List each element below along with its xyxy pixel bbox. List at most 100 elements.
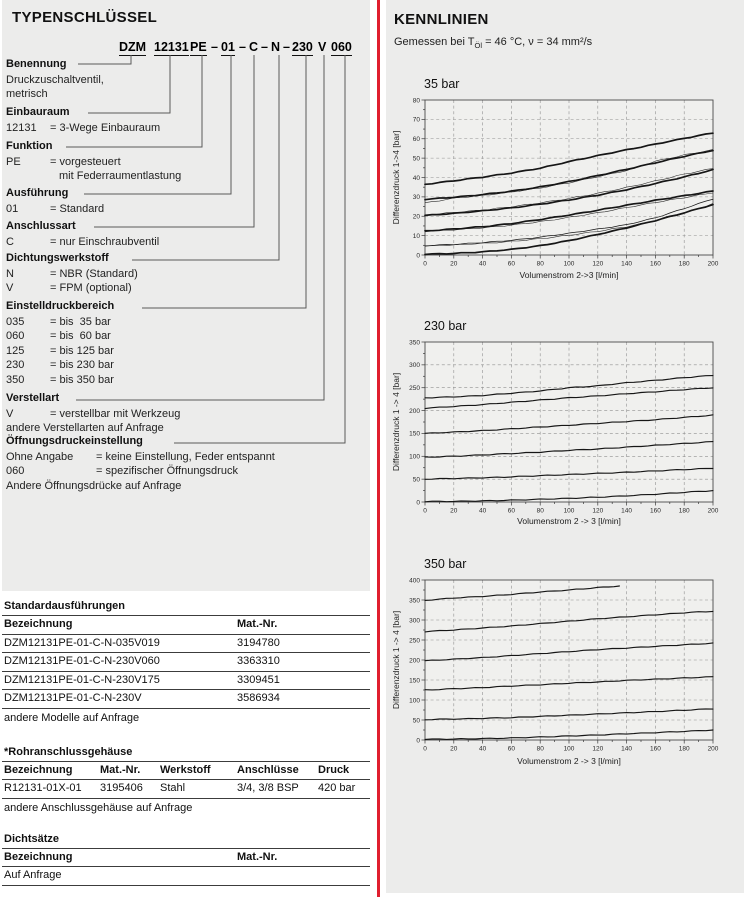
x-tick-label: 140	[621, 746, 632, 753]
section-line-key: V	[6, 407, 14, 420]
x-axis-label: Volumenstrom 2 -> 3 [l/min]	[517, 516, 621, 526]
type-code-token: 230	[292, 40, 313, 56]
y-tick-label: 150	[409, 431, 420, 438]
type-code-token: –	[283, 40, 290, 54]
curve-einstellung-5	[424, 387, 714, 410]
y-axis-label: Differenzdruck 1 -> 4 [bar]	[391, 611, 401, 709]
x-tick-label: 100	[564, 746, 575, 753]
x-tick-label: 80	[537, 746, 545, 753]
y-tick-label: 70	[413, 117, 421, 124]
x-axis-label: Volumenstrom 2 -> 3 [l/min]	[517, 756, 621, 766]
table-row: Auf Anfrage	[2, 867, 370, 885]
section-line-value: Andere Öffnungsdrücke auf Anfrage	[6, 479, 182, 492]
chart-35-bar: 0 20 40 60 80 100 120 140 160 180 200 0 10 20 30 40 50 60…	[391, 77, 719, 280]
curve-einstellung-1	[424, 490, 714, 503]
section-line: V = verstellbar mit Werkzeug	[6, 407, 368, 422]
x-axis-label: Volumenstrom 2->3 [l/min]	[520, 270, 619, 280]
section-line-value: Druckzuschaltventil,	[6, 73, 104, 86]
table-rule	[2, 797, 370, 799]
table-cell: R12131-01X-01	[4, 782, 82, 794]
x-tick-label: 0	[423, 746, 427, 753]
type-code-token: C	[249, 40, 259, 54]
type-code-token: –	[261, 40, 268, 54]
curve-einstellung-6	[424, 132, 714, 186]
table-cell: Auf Anfrage	[4, 869, 62, 881]
x-tick-label: 40	[479, 508, 487, 515]
curve-einstellung-3	[424, 190, 714, 232]
x-tick-label: 0	[423, 261, 427, 268]
type-code-section: Einbauraum 12131 = 3-Wege Einbauraum	[6, 105, 368, 135]
table-rule	[2, 884, 370, 886]
table-header-cell: Mat.-Nr.	[237, 618, 278, 630]
table-rule	[2, 670, 370, 672]
type-code-token: N	[271, 40, 281, 54]
section-line-key: 060	[6, 330, 25, 342]
table-header-cell: Anschlüsse	[237, 763, 299, 776]
section-line: Andere Öffnungsdrücke auf Anfrage	[6, 479, 368, 494]
section-line: 12131 = 3-Wege Einbauraum	[6, 121, 368, 136]
curve-einstellung-6	[424, 585, 620, 601]
section-title: Verstellart	[6, 392, 60, 404]
x-tick-label: 0	[423, 508, 427, 515]
y-axis-label: Differenzdruck 1->4 [bar]	[391, 131, 401, 225]
section-line: N = NBR (Standard)	[6, 267, 368, 282]
curve-return-einstellung-3	[424, 192, 714, 233]
x-tick-label: 40	[479, 746, 487, 753]
section-line: 01 = Standard	[6, 202, 368, 217]
kennlinien-heading: KENNLINIEN	[394, 11, 489, 28]
type-code-token: PE	[190, 40, 207, 56]
section-line-key: N	[6, 267, 14, 280]
table-cell: 420 bar	[318, 782, 356, 794]
curve-einstellung-4	[424, 642, 714, 662]
x-tick-label: 100	[564, 508, 575, 515]
table-title: *Rohranschlussgehäuse	[4, 745, 133, 758]
x-tick-label: 60	[508, 508, 516, 515]
section-line-value: = bis 125 bar	[50, 344, 114, 357]
x-tick-label: 80	[537, 508, 545, 515]
curve-return-einstellung-5	[424, 149, 714, 203]
type-code-token: 060	[331, 40, 352, 56]
y-tick-label: 60	[413, 136, 421, 143]
section-line: metrisch	[6, 87, 368, 102]
x-tick-label: 40	[479, 261, 487, 268]
divider-line	[377, 0, 380, 897]
table-header-cell: Bezeichnung	[4, 618, 73, 630]
standard-table: Standardausführungen Bezeichnung Mat.-Nr. D…	[2, 598, 370, 726]
y-tick-label: 300	[409, 617, 420, 624]
type-code-section: Ausführung 01 = Standard	[6, 186, 368, 216]
type-code-section: Öffnungsdruckeinstellung Ohne Angabe = kei…	[6, 434, 368, 493]
table-cell: 3194780	[237, 636, 280, 649]
section-line-key: V	[6, 282, 14, 294]
section-line: 035 = bis 35 bar	[6, 315, 368, 330]
section-line-key: C	[6, 235, 14, 248]
type-code-section: Verstellart V = verstellbar mit Werkzeug an…	[6, 391, 368, 436]
table-rule	[2, 847, 370, 849]
table-cell: DZM12131PE-01-C-N-230V175	[4, 673, 160, 686]
x-tick-label: 200	[708, 746, 719, 753]
x-tick-label: 140	[621, 508, 632, 515]
x-tick-label: 180	[679, 746, 690, 753]
section-line: PE = vorgesteuert	[6, 155, 368, 170]
table-row: R12131-01X-01 3195406 Stahl 3/4, 3/8 BSP 420…	[2, 780, 370, 798]
table-header-cell: Bezeichnung	[4, 850, 73, 863]
x-tick-label: 20	[450, 746, 458, 753]
section-title: Benennung	[6, 58, 67, 70]
table-row: DZM12131PE-01-C-N-035V019 3194780	[2, 635, 370, 653]
type-code-section: Anschlussart C = nur Einschraubventil	[6, 219, 368, 249]
section-line-value: = FPM (optional)	[50, 282, 132, 294]
y-tick-label: 20	[413, 214, 421, 221]
table-rule	[2, 779, 370, 780]
type-code-token: DZM	[119, 40, 147, 56]
curve-einstellung-2	[424, 708, 714, 721]
curve-einstellung-5	[424, 610, 714, 633]
x-tick-label: 120	[592, 508, 603, 515]
section-line-key: 060	[6, 465, 25, 477]
section-line-value: = 3-Wege Einbauraum	[50, 121, 161, 134]
table-cell: DZM12131PE-01-C-N-230V060	[4, 655, 160, 667]
table-cell: DZM12131PE-01-C-N-230V	[4, 692, 142, 704]
section-title: Einstelldruckbereich	[6, 300, 115, 312]
x-tick-label: 60	[508, 746, 516, 753]
type-code-section: Funktion PE = vorgesteuert mit Federraument…	[6, 139, 368, 184]
y-tick-label: 0	[416, 737, 420, 744]
